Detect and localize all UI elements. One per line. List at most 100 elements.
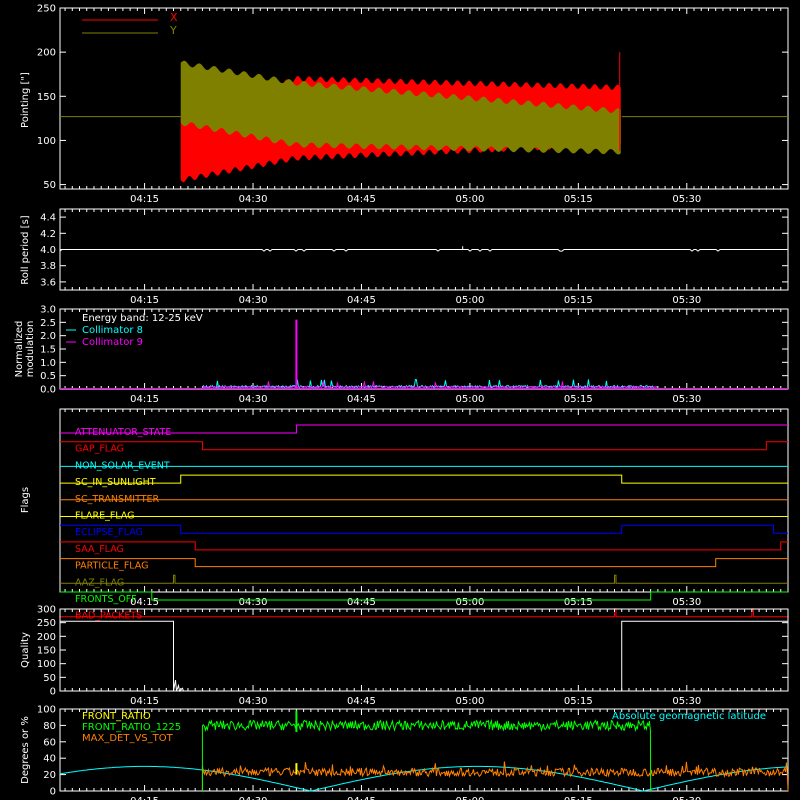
panel-6: 04:15 04:30 04:45 05:00 05:15 05:30 0 20 40 60 80 1…	[20, 705, 789, 800]
flag-trace	[60, 608, 788, 618]
legend-Y: Y	[169, 24, 177, 37]
panel-4: 04:15 04:30 04:45 05:00 05:15 05:30 Flags ATTEN…	[20, 408, 789, 622]
legend-X: X	[170, 11, 178, 24]
flag-fronts_off: FRONTS_OFF	[60, 591, 788, 605]
y-tick-label: 0	[50, 787, 56, 798]
y-tick-label: 40	[43, 754, 56, 765]
flag-label: GAP_FLAG	[75, 444, 124, 455]
y-tick-label: 50	[43, 673, 56, 684]
x-tick-label: 04:45	[347, 597, 376, 608]
y-tick-label: 1.0	[40, 358, 56, 369]
x-tick-label: 04:45	[347, 194, 376, 205]
x-tick-label: 05:00	[455, 796, 484, 800]
x-tick-label: 05:30	[672, 295, 701, 306]
y-tick-label: 60	[43, 737, 56, 748]
x-tick-label: 05:15	[564, 194, 593, 205]
x-tick-label: 04:45	[347, 394, 376, 405]
x-tick-label: 04:30	[239, 696, 268, 707]
flag-eclipse_flag: ECLIPSE_FLAG	[60, 524, 788, 538]
y-axis-label: Normalizedmodulation	[14, 321, 36, 378]
y-tick-label: 50	[43, 180, 56, 191]
y-tick-label: 2.0	[40, 331, 56, 342]
flag-saa_flag: SAA_FLAG	[60, 541, 788, 555]
x-tick-label: 05:00	[455, 295, 484, 306]
y-tick-label: 200	[37, 632, 56, 643]
y-tick-label: 0	[50, 687, 56, 698]
legend-energy-band: Energy band: 12-25 keV	[82, 313, 203, 324]
x-tick-label: 05:00	[455, 696, 484, 707]
panel-1: 04:15 04:30 04:45 05:00 05:15 05:30 50 100 150 20…	[20, 4, 789, 205]
flag-label: AAZ_FLAG	[75, 577, 124, 588]
panel-2: 04:15 04:30 04:45 05:00 05:15 05:30 3.6 3.8 4.0 4…	[20, 208, 789, 306]
y-tick-label: 2.5	[40, 318, 56, 329]
y-tick-label: 150	[37, 646, 56, 657]
flag-trace	[60, 574, 788, 584]
flag-particle_flag: PARTICLE_FLAG	[60, 558, 788, 572]
flag-trace	[60, 524, 788, 534]
flag-trace	[60, 474, 788, 484]
flag-trace	[60, 541, 788, 551]
x-tick-label: 05:30	[672, 696, 701, 707]
front-ratio-1225-line	[201, 718, 652, 792]
y-tick-label: 0.0	[40, 385, 56, 396]
legend-front-ratio: FRONT_RATIO	[82, 711, 151, 722]
max-det-vs-tot-line	[201, 761, 789, 792]
y-tick-label: 100	[37, 659, 56, 670]
x-tick-label: 05:15	[564, 295, 593, 306]
x-tick-label: 05:30	[672, 394, 701, 405]
x-tick-label: 04:15	[130, 194, 159, 205]
flag-trace	[60, 558, 788, 568]
y-axis-label: Roll period [s]	[20, 215, 31, 284]
flag-label: FRONTS_OFF	[75, 594, 137, 605]
x-tick-label: 04:15	[130, 394, 159, 405]
flag-label: BAD_PACKETS	[75, 611, 142, 622]
x-tick-label: 05:30	[672, 194, 701, 205]
flag-label: NON_SOLAR_EVENT	[75, 460, 170, 471]
x-tick-label: 04:30	[239, 394, 268, 405]
y-tick-label: 100	[37, 705, 56, 716]
flag-gap_flag: GAP_FLAG	[60, 441, 788, 455]
legend-collimator-8: Collimator 8	[82, 325, 143, 336]
x-tick-label: 05:00	[455, 597, 484, 608]
x-tick-label: 04:30	[239, 295, 268, 306]
y-axis-label: Pointing ["]	[20, 72, 31, 128]
flag-trace	[60, 424, 788, 434]
y-tick-label: 4.0	[40, 245, 56, 256]
y-tick-label: 80	[43, 721, 56, 732]
y-tick-label: 4.2	[40, 229, 56, 240]
flag-sc_in_sunlight: SC_IN_SUNLIGHT	[60, 474, 788, 488]
legend-front-ratio-1225: FRONT_RATIO_1225	[82, 722, 181, 733]
collimator-9-series	[202, 381, 658, 389]
x-tick-label: 05:30	[672, 597, 701, 608]
flag-flare_flag: FLARE_FLAG	[60, 511, 788, 522]
y-tick-label: 0.5	[40, 371, 56, 382]
x-tick-label: 05:15	[564, 696, 593, 707]
flag-attenuator_state: ATTENUATOR_STATE	[60, 424, 788, 438]
flag-sc_transmitter: SC_TRANSMITTER	[60, 494, 788, 505]
legend-max-det-vs-tot: MAX_DET_VS_TOT	[82, 733, 174, 744]
x-tick-label: 04:15	[130, 295, 159, 306]
flag-label: SC_TRANSMITTER	[75, 494, 160, 505]
x-tick-label: 04:15	[130, 696, 159, 707]
flag-bad_packets: BAD_PACKETS	[60, 608, 788, 622]
flag-trace	[60, 591, 788, 601]
x-tick-label: 04:15	[130, 796, 159, 800]
panel-frame	[59, 408, 789, 593]
flag-non_solar_event: NON_SOLAR_EVENT	[60, 460, 788, 471]
x-tick-label: 04:15	[130, 597, 159, 608]
y-tick-label: 250	[37, 4, 56, 15]
flag-label: SC_IN_SUNLIGHT	[75, 477, 156, 488]
flag-label: ECLIPSE_FLAG	[75, 527, 143, 538]
legend: XY	[82, 11, 178, 37]
x-tick-label: 05:00	[455, 394, 484, 405]
y-tick-label: 4.4	[40, 213, 56, 224]
y-axis-label: Flags	[20, 487, 31, 513]
flag-label: FLARE_FLAG	[75, 511, 135, 522]
y-tick-label: 250	[37, 618, 56, 629]
y-tick-label: 300	[37, 605, 56, 616]
flag-label: PARTICLE_FLAG	[75, 561, 148, 572]
roll-period-line	[59, 249, 788, 252]
panel-frame	[59, 7, 789, 190]
y-tick-label: 100	[37, 136, 56, 147]
